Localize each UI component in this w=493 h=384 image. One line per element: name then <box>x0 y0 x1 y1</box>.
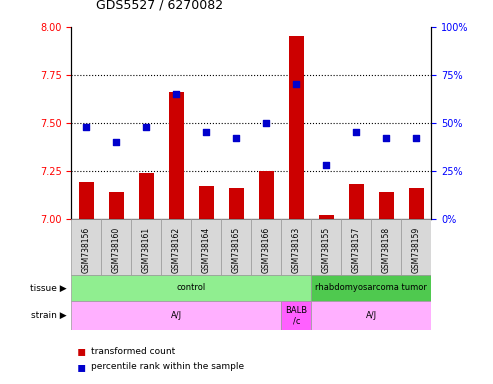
FancyBboxPatch shape <box>312 275 431 301</box>
Bar <box>139 173 154 219</box>
Bar <box>229 188 244 219</box>
Text: GSM738166: GSM738166 <box>262 227 271 273</box>
Point <box>203 129 211 136</box>
Text: rhabdomyosarcoma tumor: rhabdomyosarcoma tumor <box>316 283 427 293</box>
FancyBboxPatch shape <box>132 219 161 275</box>
FancyBboxPatch shape <box>71 301 282 330</box>
FancyBboxPatch shape <box>401 219 431 275</box>
Text: GSM738162: GSM738162 <box>172 227 181 273</box>
Text: GSM738164: GSM738164 <box>202 227 211 273</box>
Bar <box>109 192 124 219</box>
Point <box>352 129 360 136</box>
Text: GSM738159: GSM738159 <box>412 227 421 273</box>
FancyBboxPatch shape <box>312 219 341 275</box>
Text: GSM738161: GSM738161 <box>142 227 151 273</box>
Text: strain ▶: strain ▶ <box>31 311 67 320</box>
Point <box>292 81 300 88</box>
FancyBboxPatch shape <box>282 219 312 275</box>
Bar <box>319 215 334 219</box>
Text: GSM738158: GSM738158 <box>382 227 391 273</box>
Point <box>262 120 270 126</box>
Point <box>173 91 180 97</box>
Text: GDS5527 / 6270082: GDS5527 / 6270082 <box>96 0 223 12</box>
FancyBboxPatch shape <box>341 219 371 275</box>
Bar <box>289 36 304 219</box>
Bar <box>169 92 184 219</box>
Text: transformed count: transformed count <box>91 347 176 356</box>
Text: GSM738165: GSM738165 <box>232 227 241 273</box>
Text: BALB
/c: BALB /c <box>285 306 308 326</box>
FancyBboxPatch shape <box>251 219 282 275</box>
Bar <box>379 192 394 219</box>
Text: percentile rank within the sample: percentile rank within the sample <box>91 362 245 371</box>
Point <box>322 162 330 168</box>
Bar <box>349 184 364 219</box>
Bar <box>409 188 424 219</box>
Bar <box>199 186 214 219</box>
Text: A/J: A/J <box>171 311 182 320</box>
Point <box>233 135 241 141</box>
Point <box>112 139 120 145</box>
FancyBboxPatch shape <box>191 219 221 275</box>
Text: ▪: ▪ <box>76 360 86 374</box>
Bar <box>79 182 94 219</box>
FancyBboxPatch shape <box>282 301 312 330</box>
FancyBboxPatch shape <box>221 219 251 275</box>
Text: GSM738163: GSM738163 <box>292 227 301 273</box>
Text: GSM738157: GSM738157 <box>352 227 361 273</box>
Text: control: control <box>177 283 206 293</box>
Point <box>82 124 90 130</box>
FancyBboxPatch shape <box>161 219 191 275</box>
Text: GSM738155: GSM738155 <box>322 227 331 273</box>
FancyBboxPatch shape <box>71 275 312 301</box>
Text: tissue ▶: tissue ▶ <box>30 283 67 293</box>
Text: GSM738160: GSM738160 <box>112 227 121 273</box>
FancyBboxPatch shape <box>312 301 431 330</box>
Bar <box>259 171 274 219</box>
Text: A/J: A/J <box>366 311 377 320</box>
Point <box>142 124 150 130</box>
FancyBboxPatch shape <box>102 219 132 275</box>
Point <box>413 135 421 141</box>
FancyBboxPatch shape <box>371 219 401 275</box>
FancyBboxPatch shape <box>71 219 102 275</box>
Text: ▪: ▪ <box>76 344 86 358</box>
Text: GSM738156: GSM738156 <box>82 227 91 273</box>
Point <box>383 135 390 141</box>
